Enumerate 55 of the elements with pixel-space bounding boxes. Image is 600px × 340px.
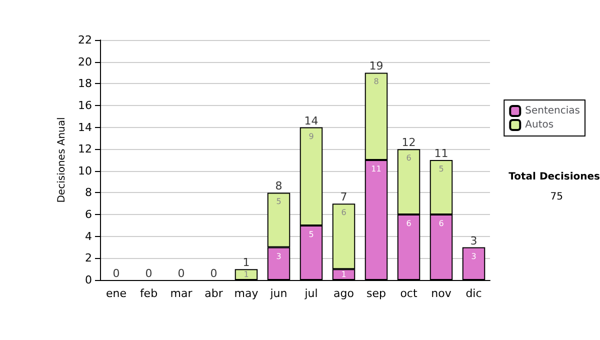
x-tick-label: dic [466, 287, 482, 300]
x-tick-label: mar [170, 287, 193, 300]
data-label: 11 [371, 164, 382, 174]
data-label: 8 [374, 77, 379, 86]
y-tick-label: 2 [85, 252, 92, 265]
data-label: 1 [341, 270, 346, 280]
total-label: 12 [402, 136, 416, 150]
y-tick-label: 12 [78, 142, 92, 156]
legend-label: Sentencias [525, 106, 580, 116]
total-label: 0 [145, 267, 152, 280]
x-tick-label: sep [366, 287, 386, 300]
x-tick-label: abr [204, 287, 224, 300]
text: Total Decisiones [508, 172, 600, 182]
total-label: 14 [304, 114, 318, 128]
x-tick-label: jul [304, 287, 318, 300]
data-label: 6 [341, 208, 346, 218]
text: 75 [550, 192, 564, 202]
data-label: 5 [276, 197, 282, 206]
y-tick-label: 8 [85, 186, 92, 200]
total-label: 7 [340, 190, 348, 204]
x-tick-label: may [234, 287, 259, 300]
data-label: 1 [244, 270, 249, 280]
x-tick-label: ago [334, 287, 354, 300]
x-tick-label: ene [106, 287, 127, 300]
data-label: 6 [438, 219, 444, 228]
total-label: 3 [470, 234, 478, 248]
data-label: 6 [406, 219, 412, 228]
x-tick-label: nov [431, 287, 452, 300]
total-label: 8 [275, 180, 282, 193]
total-label: 11 [434, 147, 448, 160]
y-tick-label: 16 [78, 98, 92, 112]
y-tick-label: 20 [78, 55, 92, 68]
x-tick-label: jun [269, 287, 288, 300]
data-label: 9 [308, 132, 314, 141]
y-tick-label: 0 [85, 274, 92, 286]
total-label: 19 [369, 60, 384, 73]
total-label: 0 [112, 267, 120, 280]
data-label: 3 [276, 252, 282, 261]
data-label: 5 [308, 230, 314, 239]
legend-label: Autos [525, 120, 554, 130]
y-tick-label: 14 [78, 120, 92, 134]
y-axis-title: Decisiones Anual [56, 117, 68, 203]
y-tick-label: 4 [85, 230, 92, 243]
total-label: 1 [242, 256, 250, 270]
y-tick-label: 22 [78, 34, 92, 46]
data-label: 3 [471, 252, 476, 261]
x-tick-label: oct [400, 287, 418, 300]
y-tick-label: 6 [85, 208, 92, 222]
x-tick-label: feb [140, 287, 158, 300]
y-tick-label: 18 [78, 77, 92, 90]
total-label: 0 [178, 267, 185, 280]
total-label: 0 [210, 267, 218, 280]
data-label: 5 [438, 164, 444, 174]
y-tick-label: 10 [78, 164, 92, 178]
data-label: 6 [406, 154, 412, 163]
